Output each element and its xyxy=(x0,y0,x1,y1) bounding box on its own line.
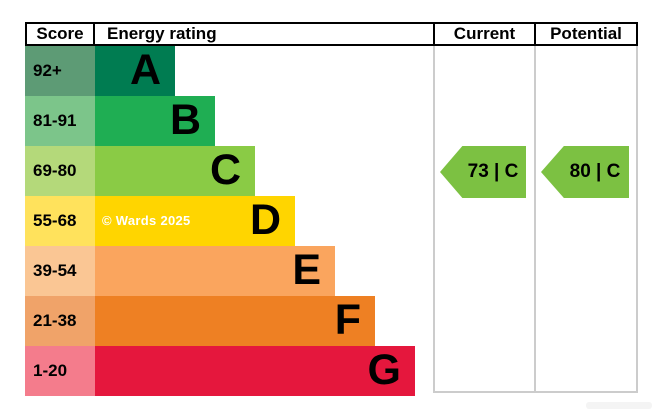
score-range-a: 92+ xyxy=(25,46,95,96)
score-column-header: Score xyxy=(27,24,95,44)
band-bar-f: F xyxy=(95,296,375,346)
band-bar-d: D © Wards 2025 xyxy=(95,196,295,246)
score-range-g: 1-20 xyxy=(25,346,95,396)
score-range-e: 39-54 xyxy=(25,246,95,296)
score-range-b: 81-91 xyxy=(25,96,95,146)
potential-rating-label: 80 | C xyxy=(569,161,621,182)
table-bottom-border xyxy=(433,391,638,393)
band-bar-c: C xyxy=(95,146,255,196)
band-row-g: 1-20 G xyxy=(25,346,415,396)
band-letter-b: B xyxy=(169,96,201,144)
score-range-f: 21-38 xyxy=(25,296,95,346)
band-bar-a: A xyxy=(95,46,175,96)
energy-rating-column-header: Energy rating xyxy=(95,24,435,44)
band-row-b: 81-91 B xyxy=(25,96,215,146)
potential-column-header: Potential xyxy=(550,24,622,43)
band-letter-c: C xyxy=(209,146,241,194)
band-row-e: 39-54 E xyxy=(25,246,335,296)
band-bar-e: E xyxy=(95,246,335,296)
band-row-f: 21-38 F xyxy=(25,296,375,346)
score-range-c: 69-80 xyxy=(25,146,95,196)
current-column-header: Current xyxy=(435,24,536,44)
band-row-c: 69-80 C xyxy=(25,146,255,196)
band-bar-b: B xyxy=(95,96,215,146)
band-letter-a: A xyxy=(129,46,161,94)
band-row-d: 55-68 D © Wards 2025 xyxy=(25,196,295,246)
band-letter-f: F xyxy=(334,296,361,344)
column-divider-potential-left xyxy=(534,46,536,393)
column-divider-current-left xyxy=(433,46,435,393)
epc-header-row: Score Energy rating Current Potential xyxy=(25,22,638,46)
band-letter-e: E xyxy=(292,246,321,294)
band-row-a: 92+ A xyxy=(25,46,175,96)
faint-watermark xyxy=(586,402,652,409)
current-rating-label: 73 | C xyxy=(467,161,519,182)
score-range-d: 55-68 xyxy=(25,196,95,246)
band-letter-d: D xyxy=(249,196,281,244)
band-letter-g: G xyxy=(367,346,401,394)
wards-watermark: © Wards 2025 xyxy=(102,213,191,228)
potential-rating-arrow: 80 | C xyxy=(541,146,629,198)
band-bar-g: G xyxy=(95,346,415,396)
current-rating-arrow: 73 | C xyxy=(440,146,526,198)
column-divider-right-edge xyxy=(636,46,638,393)
